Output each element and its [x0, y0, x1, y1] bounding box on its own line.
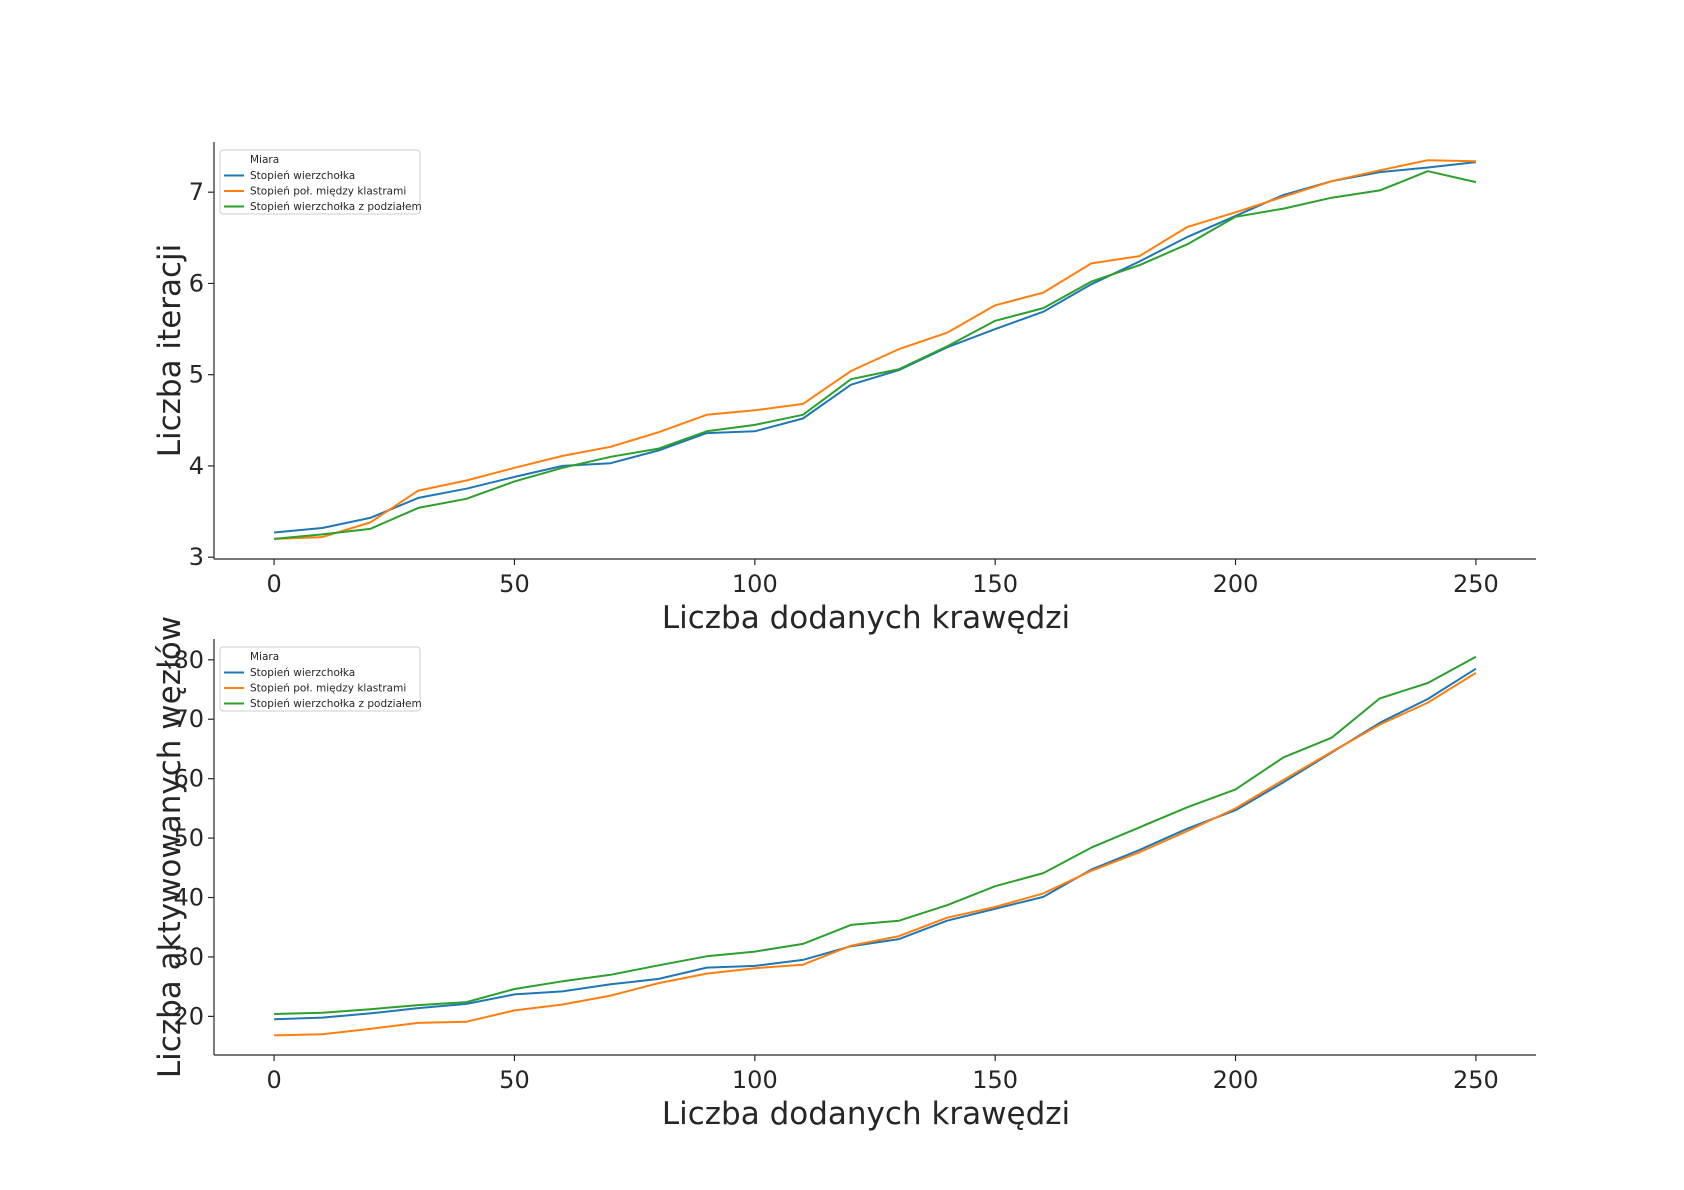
y-tick-label: 5 [189, 361, 204, 389]
series-line-2 [274, 159, 1476, 540]
x-tick-label: 50 [499, 1066, 530, 1094]
legend: Miara Stopień wierzchołka Stopień poł. mię… [219, 646, 422, 712]
series-line-3 [274, 170, 1477, 540]
y-tick-label: 20 [173, 1002, 204, 1030]
series-line-3 [274, 655, 1477, 1015]
y-tick-label: 80 [173, 646, 204, 674]
y-axis-title: Liczba aktywowanych węzłów [152, 616, 188, 1078]
x-tick-label: 0 [266, 570, 281, 598]
y-tick-label: 40 [173, 884, 204, 912]
y-axis-title: Liczba iteracji [152, 244, 188, 458]
x-tick-label: 50 [499, 570, 530, 598]
activated-nodes-subplot: 0 50 100 150 200 250 20 30 40 50 60 70 80 Liczba doda… [152, 616, 1536, 1132]
x-tick-label: 100 [732, 570, 778, 598]
legend-label-3: Stopień wierzchołka z podziałem [250, 698, 422, 710]
x-tick-label: 100 [732, 1066, 778, 1094]
legend-title: Miara [250, 651, 279, 663]
x-axis-title: Liczba dodanych krawędzi [662, 1096, 1070, 1132]
x-tick-label: 200 [1213, 570, 1259, 598]
legend-label-2: Stopień poł. między klastrami [250, 186, 406, 198]
y-tick-label: 6 [189, 269, 204, 297]
x-tick-label: 0 [266, 1066, 281, 1094]
x-tick-label: 250 [1453, 1066, 1499, 1094]
legend-label-1: Stopień wierzchołka [250, 667, 355, 679]
y-tick-label: 30 [173, 943, 204, 971]
y-tick-label: 50 [173, 824, 204, 852]
legend-label-3: Stopień wierzchołka z podziałem [250, 201, 422, 213]
iterations-subplot: 0 50 100 150 200 250 3 4 5 6 7 Liczba dodanych kraw… [152, 142, 1536, 636]
x-tick-label: 200 [1213, 1066, 1259, 1094]
x-axis-title: Liczba dodanych krawędzi [662, 600, 1070, 636]
y-tick-label: 3 [189, 543, 204, 571]
y-tick-label: 70 [173, 705, 204, 733]
x-tick-label: 150 [972, 570, 1018, 598]
legend: Miara Stopień wierzchołka Stopień poł. mię… [219, 149, 422, 215]
y-tick-label: 7 [189, 178, 204, 206]
x-tick-label: 150 [972, 1066, 1018, 1094]
legend-label-2: Stopień poł. między klastrami [250, 683, 406, 695]
y-tick-label: 60 [173, 765, 204, 793]
legend-frame [219, 149, 421, 215]
legend-title: Miara [250, 154, 279, 166]
y-tick-label: 4 [189, 452, 204, 480]
legend-label-1: Stopień wierzchołka [250, 170, 355, 182]
x-tick-label: 250 [1453, 570, 1499, 598]
legend-frame [219, 646, 421, 712]
series-line-2 [274, 672, 1477, 1037]
series-line-1 [274, 667, 1477, 1021]
